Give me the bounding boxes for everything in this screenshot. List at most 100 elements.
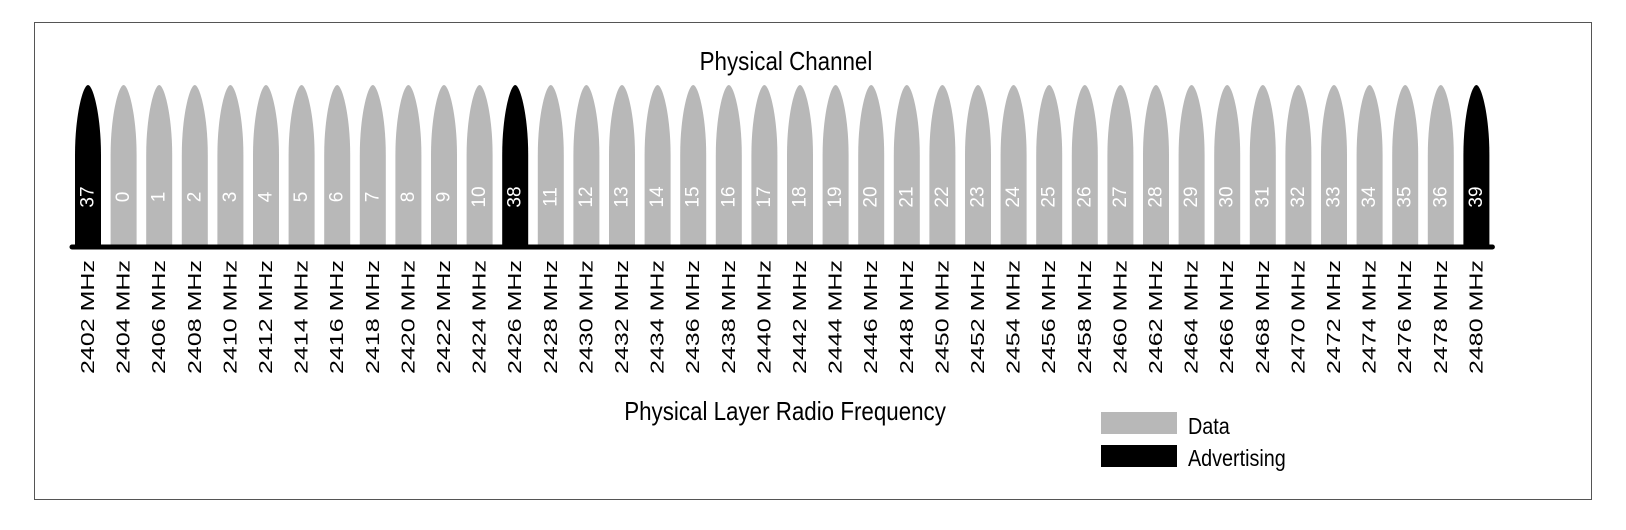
channel-shape-10 (466, 85, 493, 247)
channel-group: 37 0 1 2 3 4 5 6 7 8 9 10 38 11 12 13 14 15 16 17 18 19 20 21 22… (75, 85, 1490, 247)
channel-shape-32 (1285, 85, 1312, 247)
frequency-label: 2440 MHz (754, 260, 774, 374)
frequency-label: 2414 MHz (292, 260, 312, 374)
channel-shape-6 (324, 85, 351, 247)
channel-shape-14 (644, 85, 671, 247)
frequency-label: 2412 MHz (256, 260, 276, 374)
frequency-label: 2404 MHz (114, 260, 134, 374)
frequency-label: 2416 MHz (327, 260, 347, 374)
channel-number-label: 26 (1074, 186, 1095, 207)
channel-number-label: 1 (149, 192, 170, 203)
channel-number-label: 19 (825, 186, 846, 207)
frequency-label: 2426 MHz (505, 260, 525, 374)
channel-shape-38 (502, 85, 529, 247)
frequency-label: 2466 MHz (1217, 260, 1237, 374)
frequency-label: 2474 MHz (1360, 260, 1380, 374)
frequency-label: 2456 MHz (1039, 260, 1059, 374)
legend-swatch-advertising (1101, 445, 1177, 467)
legend-label-advertising: Advertising (1188, 446, 1286, 472)
channel-number-label: 35 (1395, 186, 1416, 207)
channel-number-label: 12 (576, 186, 597, 207)
frequency-label: 2468 MHz (1253, 260, 1273, 374)
channel-shape-12 (573, 85, 600, 247)
channel-number-label: 9 (434, 192, 455, 203)
channel-shape-29 (1178, 85, 1205, 247)
channel-number-label: 21 (896, 186, 917, 207)
legend: Data Advertising (1101, 412, 1286, 471)
frequency-label: 2452 MHz (968, 260, 988, 374)
channel-number-label: 22 (932, 186, 953, 207)
channel-diagram-figure: Physical Channel 37 0 1 2 3 4 5 6 7 8 9 10 38 11 12 13 1… (34, 22, 1592, 500)
channel-shape-9 (431, 85, 457, 247)
channel-number-label: 24 (1003, 186, 1024, 208)
frequency-label: 2428 MHz (541, 260, 561, 374)
legend-swatch-data (1101, 412, 1177, 434)
frequency-label: 2462 MHz (1146, 260, 1166, 374)
channel-diagram: Physical Channel 37 0 1 2 3 4 5 6 7 8 9 10 38 11 12 13 1… (69, 47, 1495, 471)
frequency-label: 2410 MHz (220, 260, 240, 374)
x-axis-label: Physical Layer Radio Frequency (624, 397, 947, 426)
channel-number-label: 38 (505, 186, 526, 207)
channel-shape-25 (1036, 85, 1063, 247)
channel-shape-17 (751, 85, 778, 247)
channel-number-label: 33 (1324, 186, 1345, 207)
channel-number-label: 5 (291, 192, 312, 203)
channel-shape-2 (181, 85, 208, 247)
channel-shape-3 (217, 85, 244, 247)
channel-shape-34 (1356, 85, 1383, 247)
channel-shape-35 (1392, 85, 1419, 247)
frequency-label-group: 2402 MHz 2404 MHz 2406 MHz 2408 MHz 2410 MHz… (78, 260, 1486, 374)
channel-shape-22 (929, 85, 956, 247)
channel-shape-8 (395, 85, 422, 247)
channel-shape-4 (253, 85, 279, 247)
frequency-label: 2430 MHz (576, 260, 596, 374)
frequency-label: 2472 MHz (1324, 260, 1344, 374)
channel-shape-24 (1000, 85, 1027, 247)
channel-number-label: 34 (1359, 186, 1380, 208)
channel-number-label: 30 (1217, 186, 1238, 207)
frequency-label: 2450 MHz (932, 260, 952, 374)
frequency-label: 2458 MHz (1075, 260, 1095, 374)
channel-shape-36 (1427, 85, 1454, 247)
channel-shape-26 (1071, 85, 1098, 247)
channel-number-label: 23 (968, 186, 989, 207)
frequency-label: 2448 MHz (897, 260, 917, 374)
frequency-label: 2436 MHz (683, 260, 703, 374)
frequency-label: 2478 MHz (1431, 260, 1451, 374)
frequency-label: 2434 MHz (648, 260, 668, 374)
frequency-label: 2418 MHz (363, 260, 383, 374)
frequency-label: 2432 MHz (612, 260, 632, 374)
channel-number-label: 13 (612, 186, 633, 207)
channel-number-label: 7 (362, 192, 383, 203)
frequency-label: 2408 MHz (185, 260, 205, 374)
frequency-label: 2460 MHz (1110, 260, 1130, 374)
channel-number-label: 18 (790, 186, 811, 207)
channel-shape-21 (893, 85, 920, 247)
channel-shape-33 (1321, 85, 1347, 247)
channel-number-label: 16 (718, 186, 739, 207)
channel-shape-15 (680, 85, 707, 247)
channel-number-label: 4 (256, 191, 277, 202)
channel-shape-28 (1143, 85, 1169, 247)
channel-number-label: 31 (1252, 186, 1273, 207)
diagram-title: Physical Channel (700, 47, 873, 76)
channel-number-label: 14 (647, 186, 668, 208)
channel-number-label: 29 (1181, 186, 1202, 207)
frequency-label: 2464 MHz (1182, 260, 1202, 374)
channel-number-label: 0 (113, 192, 134, 203)
frequency-label: 2476 MHz (1395, 260, 1415, 374)
channel-shape-27 (1107, 85, 1134, 247)
channel-number-label: 28 (1146, 186, 1167, 207)
channel-shape-11 (537, 85, 564, 247)
frequency-label: 2470 MHz (1288, 260, 1308, 374)
legend-label-data: Data (1188, 414, 1230, 440)
frequency-label: 2438 MHz (719, 260, 739, 374)
channel-number-label: 8 (398, 192, 419, 203)
channel-number-label: 15 (683, 186, 704, 207)
channel-shape-5 (288, 85, 315, 247)
channel-shape-0 (110, 85, 137, 247)
channel-number-label: 20 (861, 186, 882, 207)
channel-shape-20 (858, 85, 885, 247)
frequency-label: 2454 MHz (1004, 260, 1024, 374)
channel-shape-13 (609, 85, 635, 247)
